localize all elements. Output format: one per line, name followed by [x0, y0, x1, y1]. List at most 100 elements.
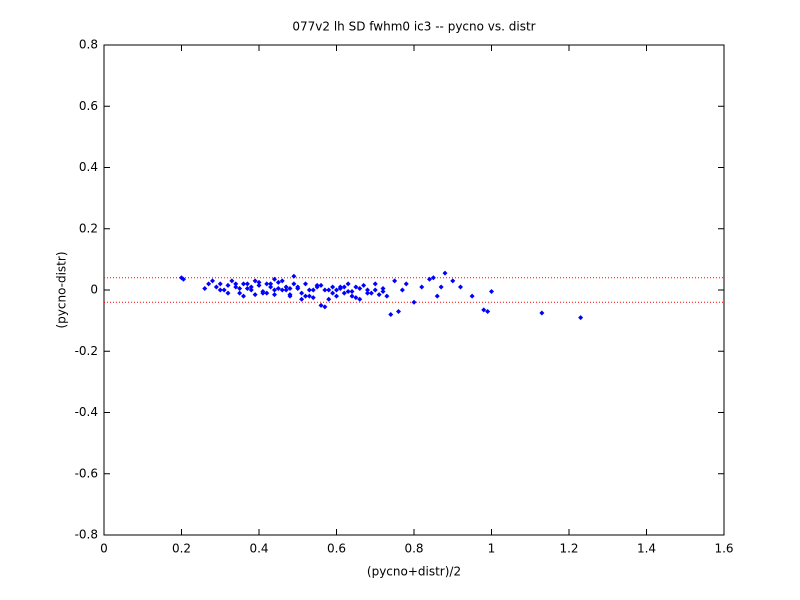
scatter-point — [326, 287, 332, 293]
scatter-point — [210, 278, 215, 284]
y-tick-label: -0.4 — [75, 405, 98, 419]
y-tick-label: 0.8 — [79, 38, 98, 52]
scatter-point — [268, 281, 274, 287]
scatter-point — [539, 310, 545, 316]
scatter-point — [341, 290, 347, 296]
scatter-point — [384, 293, 390, 299]
chart-title: 077v2 lh SD fwhm0 ic3 -- pycno vs. distr — [292, 20, 535, 34]
y-tick-label: -0.6 — [75, 466, 98, 480]
scatter-point — [322, 304, 328, 310]
scatter-point — [279, 287, 285, 293]
scatter-point — [180, 276, 186, 282]
scatter-point — [283, 287, 289, 293]
scatter-point — [345, 289, 351, 295]
scatter-point — [357, 285, 363, 291]
scatter-point — [279, 278, 285, 284]
scatter-point — [380, 289, 386, 295]
scatter-point — [303, 281, 308, 287]
y-tick-label: -0.2 — [75, 344, 98, 358]
scatter-point — [241, 281, 246, 287]
scatter-point — [388, 312, 394, 317]
scatter-point — [485, 308, 491, 314]
scatter-point — [202, 285, 208, 291]
scatter-point — [237, 285, 243, 291]
x-tick-label: 1 — [488, 542, 496, 556]
scatter-point — [248, 284, 254, 290]
scatter-point — [291, 281, 297, 287]
scatter-point — [225, 290, 231, 296]
scatter-point — [237, 290, 243, 296]
scatter-point — [252, 292, 258, 298]
y-axis-label: (pycno-distr) — [55, 251, 69, 328]
scatter-point — [225, 282, 231, 288]
y-tick-label: -0.8 — [75, 528, 98, 542]
scatter-point — [322, 287, 328, 293]
x-tick-label: 1.4 — [637, 542, 656, 556]
scatter-point — [221, 287, 227, 293]
scatter-point — [365, 287, 370, 293]
scatter-point — [430, 275, 436, 281]
scatter-point — [295, 284, 301, 290]
scatter-point — [318, 282, 324, 288]
scatter-point — [368, 290, 374, 296]
x-tick-label: 1.2 — [559, 542, 578, 556]
scatter-point — [442, 270, 448, 276]
scatter-point — [458, 284, 463, 290]
scatter-point — [248, 287, 254, 293]
scatter-point — [330, 284, 336, 290]
scatter-point — [372, 287, 378, 293]
scatter-point — [299, 296, 305, 302]
scatter-point — [241, 293, 246, 299]
scatter-point — [272, 292, 277, 298]
scatter-point — [303, 293, 308, 299]
scatter-point — [217, 281, 223, 287]
scatter-point — [403, 281, 409, 287]
x-tick-label: 0 — [100, 542, 108, 556]
scatter-point — [349, 293, 355, 299]
scatter-point — [450, 278, 456, 284]
scatter-point — [481, 307, 487, 313]
scatter-point — [272, 287, 277, 293]
scatter-point — [392, 278, 398, 284]
scatter-point — [469, 293, 475, 299]
scatter-point — [334, 293, 339, 299]
scatter-point — [372, 281, 378, 287]
scatter-point — [310, 287, 316, 293]
scatter-point — [244, 281, 250, 287]
scatter-point — [217, 287, 223, 293]
scatter-point — [287, 285, 293, 291]
x-tick-label: 1.6 — [714, 542, 733, 556]
x-tick-label: 0.8 — [404, 542, 423, 556]
scatter-point — [376, 292, 382, 298]
scatter-point — [275, 279, 281, 285]
scatter-point — [283, 284, 289, 290]
scatter-point — [578, 315, 584, 321]
scatter-point — [365, 290, 370, 296]
scatter-point — [438, 284, 444, 290]
scatter-point — [380, 285, 386, 291]
scatter-point — [353, 295, 359, 301]
scatter-point — [244, 285, 250, 291]
scatter-point — [213, 284, 219, 290]
scatter-point — [264, 290, 270, 296]
scatter-point — [334, 287, 339, 293]
scatter-point — [349, 289, 355, 295]
x-axis-label: (pycno+distr)/2 — [367, 565, 461, 579]
scatter-point — [357, 296, 363, 302]
scatter-point — [326, 296, 332, 302]
scatter-point — [337, 284, 343, 290]
scatter-point — [411, 299, 417, 305]
scatter-point — [427, 276, 432, 282]
x-tick-label: 0.4 — [249, 542, 268, 556]
scatter-point — [268, 284, 274, 290]
scatter-point — [353, 284, 359, 290]
scatter-point — [233, 281, 239, 287]
scatter-point — [252, 278, 258, 284]
scatter-point — [341, 284, 347, 290]
y-tick-label: 0.6 — [79, 99, 98, 113]
y-tick-label: 0.2 — [79, 221, 98, 235]
x-tick-label: 0.2 — [172, 542, 191, 556]
scatter-point — [345, 281, 351, 287]
